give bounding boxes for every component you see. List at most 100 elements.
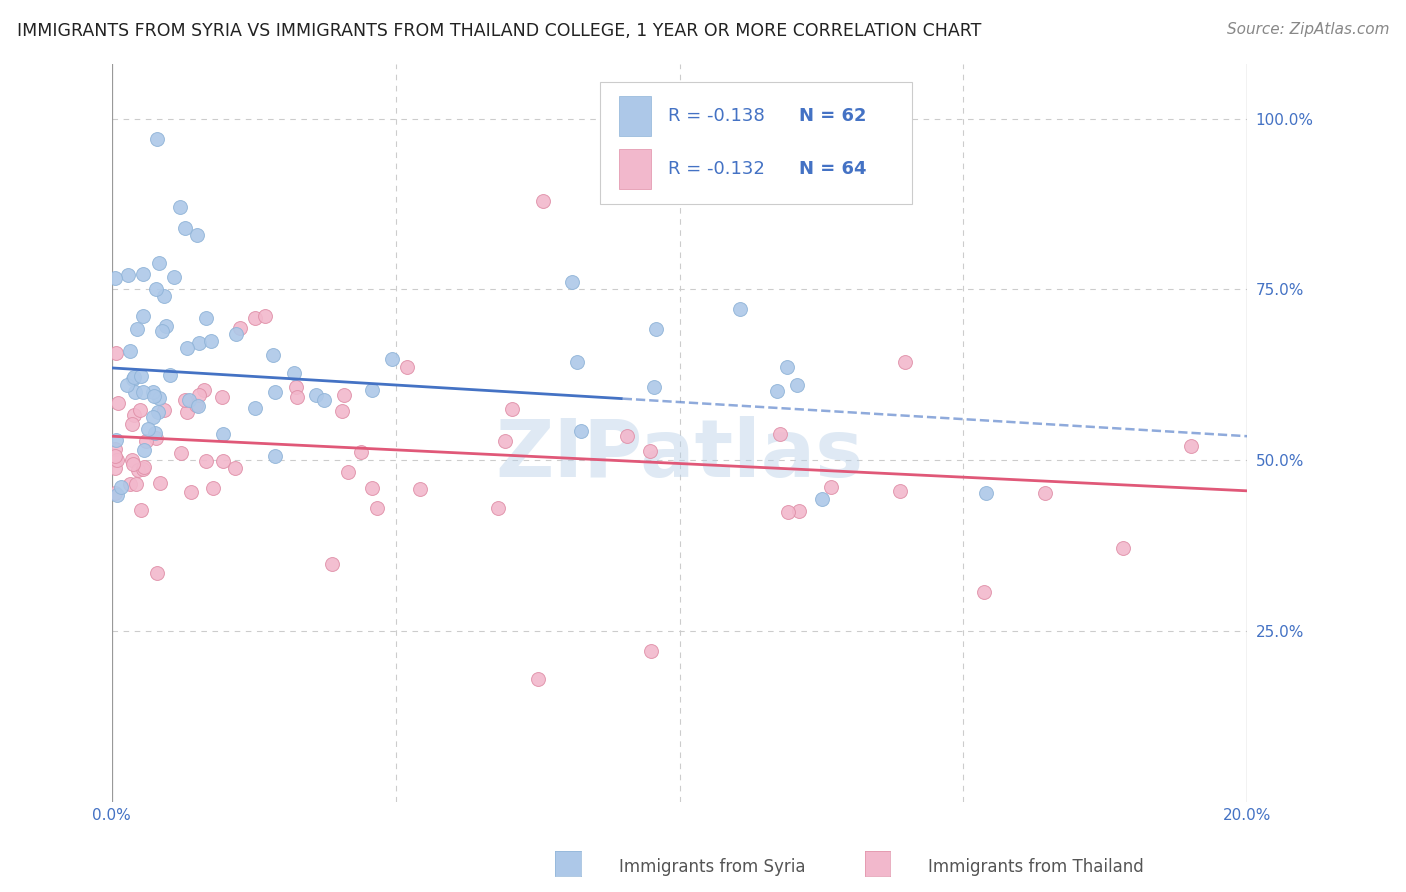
Point <box>134 460 156 475</box>
Point <box>973 585 995 599</box>
Point <box>188 336 211 351</box>
Point <box>103 453 125 467</box>
Point <box>118 476 141 491</box>
Point <box>127 463 149 477</box>
Point <box>136 422 159 436</box>
Point <box>142 388 165 402</box>
Point <box>134 443 156 458</box>
Point <box>105 452 128 467</box>
Point <box>155 319 177 334</box>
Point <box>132 385 155 400</box>
Point <box>494 434 516 449</box>
Point <box>245 311 267 326</box>
Point <box>132 267 155 281</box>
Point <box>103 271 125 285</box>
Point <box>211 453 233 467</box>
Point <box>117 377 139 392</box>
Point <box>211 390 233 404</box>
Point <box>644 322 666 336</box>
Point <box>121 417 143 432</box>
Point <box>135 434 157 449</box>
Point <box>163 269 186 284</box>
Point <box>174 392 197 407</box>
Point <box>200 334 222 348</box>
Text: ZIPatlas: ZIPatlas <box>495 416 863 494</box>
Point <box>173 221 195 235</box>
Point <box>124 384 146 399</box>
Point <box>103 486 125 500</box>
Text: R = -0.132: R = -0.132 <box>668 161 765 178</box>
Point <box>169 201 191 215</box>
Point <box>1033 486 1056 500</box>
Point <box>122 372 145 386</box>
Point <box>769 426 792 441</box>
Point <box>187 399 209 413</box>
Point <box>193 383 215 397</box>
Point <box>486 501 509 516</box>
Point <box>285 390 308 404</box>
Point <box>332 388 354 402</box>
Point <box>122 408 145 422</box>
Point <box>118 343 141 358</box>
Point <box>501 401 523 416</box>
Point <box>264 449 287 463</box>
Point <box>146 132 169 146</box>
Point <box>132 462 155 476</box>
Text: Immigrants from Thailand: Immigrants from Thailand <box>928 858 1143 876</box>
Point <box>337 465 360 479</box>
Point <box>974 486 997 500</box>
Point <box>124 477 146 491</box>
FancyBboxPatch shape <box>619 95 651 136</box>
Point <box>103 449 125 463</box>
Point <box>159 368 181 382</box>
Point <box>569 424 592 438</box>
Point <box>127 321 149 335</box>
Point <box>409 482 432 496</box>
Point <box>1112 541 1135 555</box>
Point <box>145 431 167 445</box>
Point <box>148 256 170 270</box>
Point <box>264 384 287 399</box>
Point <box>567 355 589 369</box>
Point <box>314 393 336 408</box>
Point <box>225 326 247 341</box>
Point <box>786 377 808 392</box>
Point <box>131 369 153 384</box>
Point <box>889 483 911 498</box>
Point <box>766 384 789 399</box>
Point <box>321 557 343 571</box>
Point <box>153 402 176 417</box>
Point <box>810 492 832 507</box>
Point <box>107 396 129 410</box>
Point <box>150 324 173 338</box>
Point <box>132 310 155 324</box>
Point <box>195 453 218 467</box>
Point <box>366 500 388 515</box>
Point <box>360 481 382 495</box>
Text: R = -0.138: R = -0.138 <box>668 107 765 125</box>
Point <box>105 433 128 447</box>
Point <box>396 359 419 374</box>
Point <box>243 401 266 415</box>
Point <box>184 398 207 412</box>
Text: N = 62: N = 62 <box>799 107 866 125</box>
Point <box>149 475 172 490</box>
Point <box>820 480 842 494</box>
Point <box>283 366 305 380</box>
Point <box>142 384 165 399</box>
FancyBboxPatch shape <box>619 149 651 189</box>
Point <box>531 194 554 208</box>
Point <box>229 321 252 335</box>
Point <box>202 481 225 495</box>
Point <box>253 310 276 324</box>
Point <box>381 352 404 367</box>
Point <box>186 227 208 242</box>
Point <box>117 268 139 282</box>
Point <box>121 452 143 467</box>
Point <box>170 446 193 460</box>
Text: Source: ZipAtlas.com: Source: ZipAtlas.com <box>1226 22 1389 37</box>
Point <box>728 301 751 316</box>
Point <box>1180 440 1202 454</box>
Point <box>148 391 170 405</box>
Point <box>561 275 583 289</box>
